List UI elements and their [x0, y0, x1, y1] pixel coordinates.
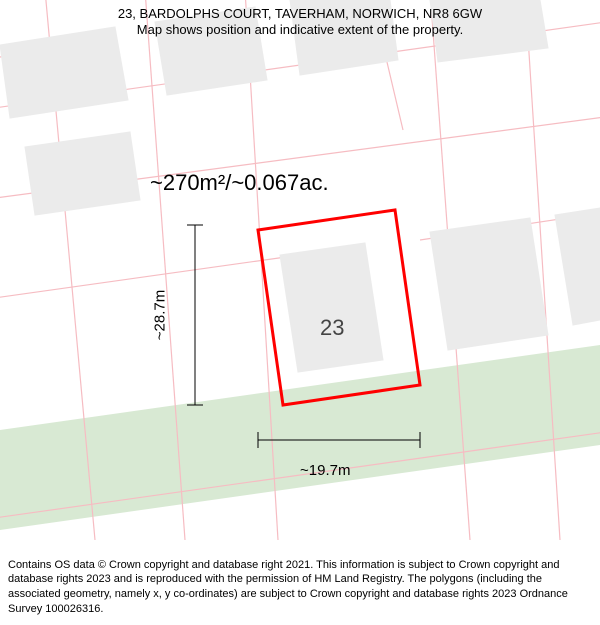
plot-number-label: 23	[320, 315, 344, 341]
map-svg	[0, 0, 600, 540]
copyright-footer: Contains OS data © Crown copyright and d…	[0, 554, 600, 625]
area-label: ~270m²/~0.067ac.	[150, 170, 329, 196]
map-canvas	[0, 0, 600, 540]
page-title: 23, BARDOLPHS COURT, TAVERHAM, NORWICH, …	[0, 6, 600, 21]
page-subtitle: Map shows position and indicative extent…	[0, 22, 600, 37]
height-dimension-label: ~28.7m	[152, 290, 169, 340]
width-dimension-label: ~19.7m	[300, 462, 350, 479]
